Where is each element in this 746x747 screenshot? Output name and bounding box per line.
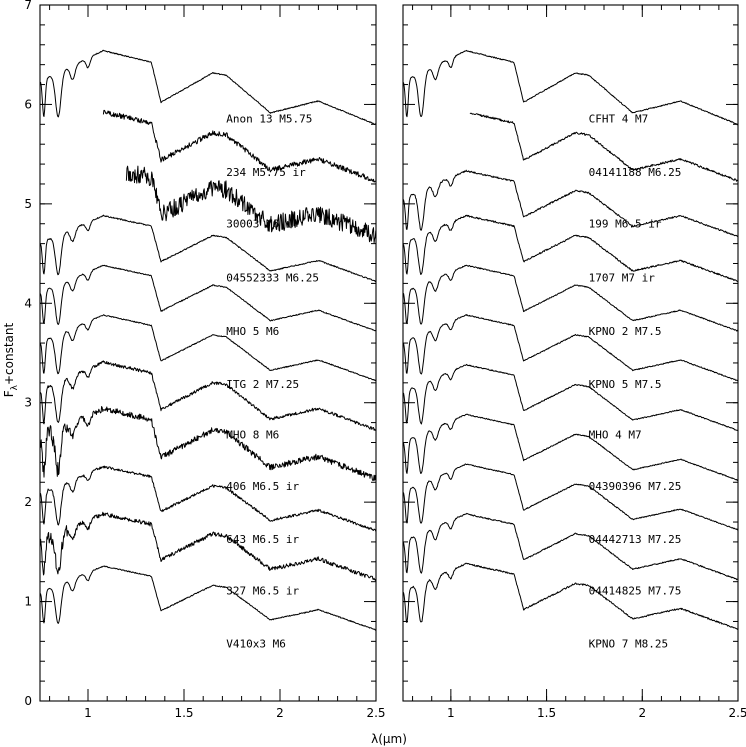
right-xtick-label: 1	[447, 706, 455, 720]
left-xtick-label: 2	[276, 706, 284, 720]
spectrum-label: 04141188 M6.25	[589, 166, 682, 179]
left-xtick-label: 1	[84, 706, 92, 720]
spectrum-line	[39, 214, 377, 283]
spectrum-line	[402, 169, 738, 237]
left-ytick-label: 6	[24, 97, 32, 111]
spectrum-label: CFHT 4 M7	[589, 112, 649, 125]
spectrum-label: MHO 4 M7	[589, 429, 642, 442]
spectrum-line	[39, 465, 377, 532]
spectrum-label: KPNO 2 M7.5	[589, 325, 662, 338]
spectrum-label: 04442713 M7.25	[589, 533, 682, 546]
spectrum-line	[102, 109, 376, 183]
spectrum-line	[402, 363, 739, 432]
spectrum-line	[402, 214, 738, 282]
right-xtick-label: 1.5	[537, 706, 556, 720]
y-axis-label-main: F	[2, 390, 16, 397]
spectrum-label: ITG 2 M7.25	[226, 378, 299, 391]
spectrum-label: MHO 5 M6	[226, 325, 279, 338]
spectrum-label: 04414825 M7.75	[589, 585, 682, 598]
spectrum-line	[39, 264, 377, 332]
left-ytick-label: 1	[24, 595, 32, 609]
spectrum-line	[469, 112, 738, 182]
x-axis-label: λ(μm)	[371, 732, 407, 746]
right-panel: 1 1.5 2 2.5 CFHT 4 M7 04141188 M6.25 199 M6.5 …	[402, 4, 746, 720]
spectrum-line	[39, 406, 377, 481]
left-panel: 1 1.5 2 2.5 0 1 2 3 4 5 6 7 Anon 13 M5.75 234 M5.75 i…	[24, 0, 385, 720]
spectrum-line	[39, 511, 377, 582]
spectrum-line	[39, 565, 377, 631]
right-frame	[402, 4, 739, 702]
spectrum-line	[402, 562, 739, 630]
spectrum-line	[402, 314, 739, 382]
spectrum-label: 643 M6.5 ir	[226, 533, 299, 546]
spectrum-label: 327 M6.5 ir	[226, 585, 299, 598]
spectrum-label: 04552333 M6.25	[226, 271, 319, 284]
spectrum-label: 234 M5.75 ir	[226, 166, 306, 179]
spectrum-label: 406 M6.5 ir	[226, 480, 299, 493]
left-ytick-label: 3	[24, 396, 32, 410]
spectrum-line	[402, 413, 739, 482]
spectrum-label: 1707 M7 ir	[589, 271, 656, 284]
spectrum-label: KPNO 5 M7.5	[589, 378, 662, 391]
spectrum-label: KPNO 7 M8.25	[589, 637, 668, 650]
spectrum-line	[402, 463, 739, 531]
spectrum-label: 30003 M6 ir	[226, 218, 299, 231]
spectrum-label: MHO 8 M6	[226, 429, 279, 442]
spectrum-line	[125, 165, 377, 244]
spectrum-line	[402, 49, 739, 126]
left-xtick-label: 1.5	[174, 706, 193, 720]
right-xtick-label: 2.5	[728, 706, 746, 720]
spectrum-line	[39, 49, 376, 125]
left-frame	[39, 4, 377, 702]
spectrum-label: 04390396 M7.25	[589, 480, 682, 493]
y-axis-label: Fλ+constant	[2, 322, 20, 397]
spectrum-line	[402, 264, 739, 332]
spectrum-label: V410x3 M6	[226, 637, 286, 650]
left-xtick-label: 2.5	[366, 706, 385, 720]
left-ytick-label: 2	[24, 495, 32, 509]
spectrum-line	[39, 360, 376, 431]
spectrum-line	[402, 512, 738, 581]
left-ytick-label: 4	[24, 296, 32, 310]
y-axis-label-subscript: λ	[10, 384, 20, 390]
left-ytick-label: 5	[24, 197, 32, 211]
y-axis-label-suffix: +constant	[2, 322, 16, 385]
spectrum-line	[39, 314, 377, 382]
spectrum-label: Anon 13 M5.75	[226, 112, 312, 125]
right-xtick-label: 2	[638, 706, 646, 720]
left-ytick-label: 0	[24, 694, 32, 708]
spectrum-label: 199 M6.5 ir	[589, 218, 662, 231]
left-ytick-label: 7	[24, 0, 32, 12]
